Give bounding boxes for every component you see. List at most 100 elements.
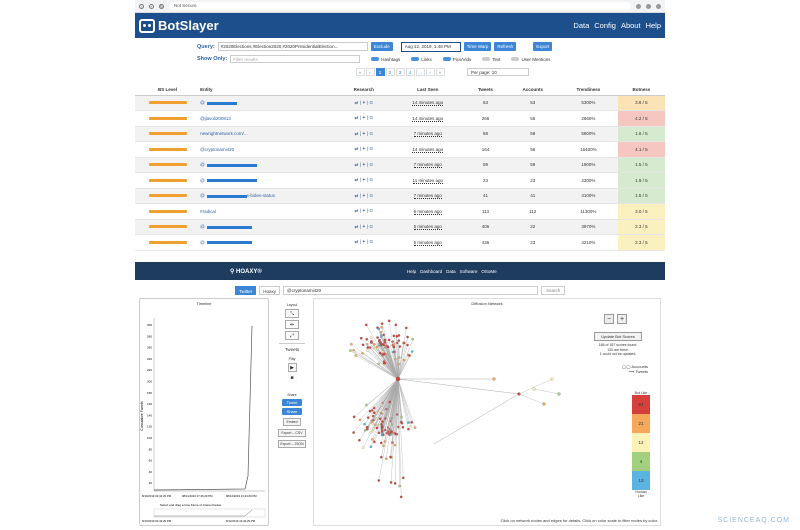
datetime-input[interactable]: Aug 12, 2019, 1:48 PM	[400, 41, 461, 52]
entity-cell[interactable]: #radical	[200, 203, 337, 220]
page-2[interactable]: 2	[385, 68, 395, 76]
twitter-icon[interactable]: ✦	[362, 177, 366, 183]
retweet-icon[interactable]: ⇄	[354, 177, 359, 183]
entity-text[interactable]: newrightnetwork.com/...	[200, 131, 248, 137]
retweet-icon[interactable]: ⇄	[354, 146, 359, 152]
entity-suffix[interactable]: s-biden-status	[246, 193, 275, 199]
tab-twitter[interactable]: Twitter	[235, 286, 257, 295]
entity-cell[interactable]: newrightnetwork.com/...	[200, 126, 337, 142]
exclude-button[interactable]: Exclude	[370, 42, 393, 51]
col-entity[interactable]: Entity	[200, 84, 337, 96]
entity-cell[interactable]: @	[200, 157, 337, 173]
toggle-hashtags[interactable]: Hashtags	[371, 57, 400, 62]
page-1[interactable]: 1	[375, 68, 385, 76]
google-icon[interactable]: G	[369, 146, 373, 152]
network-graph[interactable]	[314, 299, 660, 519]
scale-cell[interactable]: 12	[632, 433, 650, 452]
retweet-icon[interactable]: ⇄	[354, 239, 359, 245]
table-row[interactable]: @jlavoli200813 ⇄ | ✦ | G 14 minutes ago 266…	[135, 110, 665, 127]
entity-cell[interactable]: @jlavoli200813	[200, 110, 337, 127]
nav-help[interactable]: Help	[645, 21, 661, 30]
timewarp-button[interactable]: Time Warp	[463, 42, 492, 51]
export-json-button[interactable]: Export – JSON	[278, 440, 306, 448]
page-4[interactable]: 4	[405, 68, 415, 76]
page-prev[interactable]: ‹	[365, 68, 375, 76]
twitter-icon[interactable]: ✦	[362, 146, 366, 152]
twitter-icon[interactable]: ✦	[362, 161, 366, 167]
entity-text[interactable]: @	[200, 100, 205, 106]
col-accounts[interactable]: Accounts	[506, 84, 559, 96]
toggle-switch[interactable]	[411, 56, 420, 62]
table-row[interactable]: newrightnetwork.com/... ⇄ | ✦ | G 7 minute…	[135, 126, 665, 142]
nav-config[interactable]: Config	[594, 21, 616, 30]
hoaxy-nav-software[interactable]: Software	[459, 268, 478, 274]
toggle-switch[interactable]	[482, 56, 491, 62]
page-next[interactable]: ›	[425, 68, 435, 76]
toggle-links[interactable]: Links	[411, 57, 432, 62]
tweet-button[interactable]: Tweet	[282, 399, 302, 406]
page-3[interactable]: 3	[395, 68, 405, 76]
google-icon[interactable]: G	[369, 115, 373, 121]
timeline-chart[interactable]: Cumulative Tweets 300 280 260 240 220 200 180 1…	[140, 306, 268, 524]
share-button[interactable]: Share	[282, 408, 302, 415]
zoom-out-icon[interactable]: −	[604, 314, 614, 324]
google-icon[interactable]: G	[369, 130, 373, 136]
entity-cell[interactable]: @	[200, 234, 337, 251]
tab-hoaxy[interactable]: Hoaxy	[259, 286, 281, 295]
retweet-icon[interactable]: ⇄	[354, 192, 359, 198]
scale-cell[interactable]: 21	[632, 414, 650, 433]
profile-icon[interactable]	[656, 3, 661, 9]
update-bot-scores-button[interactable]: Update Bot Scores	[594, 332, 642, 341]
per-page-select[interactable]: Per page: 10	[467, 68, 529, 76]
timeline-brush[interactable]	[153, 508, 266, 518]
col-bs-level[interactable]: BS Level	[135, 84, 201, 96]
col-trendiness[interactable]: Trendiness	[558, 84, 618, 96]
entity-text[interactable]: #radical	[200, 208, 216, 214]
reload-icon[interactable]: ↻	[159, 3, 164, 9]
twitter-icon[interactable]: ✦	[362, 115, 366, 121]
twitter-icon[interactable]: ✦	[362, 99, 366, 105]
table-row[interactable]: @ ⇄ | ✦ | G 14 minutes ago 53 53 5300% 3.8 / 5	[135, 95, 665, 111]
hoaxy-search-input[interactable]: @cryptonami420	[283, 286, 539, 295]
google-icon[interactable]: G	[369, 99, 373, 105]
google-icon[interactable]: G	[369, 239, 373, 245]
twitter-icon[interactable]: ✦	[362, 192, 366, 198]
entity-text[interactable]: @	[200, 193, 205, 199]
entity-cell[interactable]: @	[200, 172, 337, 189]
hoaxy-search-button[interactable]: Search	[541, 286, 566, 295]
page-first[interactable]: «	[355, 68, 365, 76]
toggle-mentions[interactable]: User Mentions	[511, 57, 551, 62]
google-icon[interactable]: G	[369, 177, 373, 183]
layout-compact-button[interactable]: ⤡	[285, 309, 299, 318]
export-csv-button[interactable]: Export – CSV	[278, 429, 306, 437]
toggle-switch[interactable]	[371, 56, 380, 62]
nav-data[interactable]: Data	[573, 21, 590, 30]
hoaxy-nav-osome[interactable]: OSoMe	[481, 268, 497, 274]
stop-icon[interactable]: ■	[287, 374, 297, 383]
entity-text[interactable]: @	[200, 162, 205, 168]
back-icon[interactable]: ‹	[139, 3, 144, 9]
retweet-icon[interactable]: ⇄	[354, 99, 359, 105]
col-tweets[interactable]: Tweets	[464, 84, 507, 96]
col-last-seen[interactable]: Last Seen	[391, 84, 465, 96]
hoaxy-nav-dashboard[interactable]: Dashboard	[420, 268, 443, 274]
toggle-switch[interactable]	[442, 56, 451, 62]
toggle-text[interactable]: Text	[482, 57, 500, 62]
toggle-pics[interactable]: Pics/Vids	[442, 56, 471, 62]
layout-expand-button[interactable]: ⇹	[285, 320, 299, 329]
refresh-button[interactable]: Refresh	[494, 42, 517, 51]
address-bar[interactable]: Not Secure	[169, 2, 631, 10]
retweet-icon[interactable]: ⇄	[354, 130, 359, 136]
scale-cell[interactable]: 13	[632, 471, 650, 490]
google-icon[interactable]: G	[369, 161, 373, 167]
retweet-icon[interactable]: ⇄	[354, 223, 359, 229]
export-button[interactable]: Export	[533, 42, 553, 51]
hoaxy-nav-help[interactable]: Help	[406, 268, 417, 274]
entity-cell[interactable]: @	[200, 219, 337, 235]
retweet-icon[interactable]: ⇄	[354, 115, 359, 121]
table-row[interactable]: @cryptonami420 ⇄ | ✦ | G 14 minutes ago 164…	[135, 141, 665, 158]
entity-text[interactable]: @	[200, 177, 205, 183]
star-icon[interactable]	[646, 3, 651, 9]
